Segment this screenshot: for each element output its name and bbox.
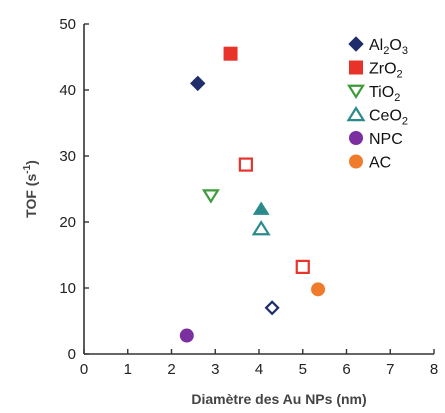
legend-label-tio2: TiO2 — [369, 84, 400, 104]
x-tick-label: 3 — [211, 361, 219, 378]
x-tick-label: 6 — [342, 361, 350, 378]
data-point-ceo2-open — [251, 220, 271, 236]
legend-marker-tio2 — [347, 84, 365, 100]
x-tick-label: 5 — [299, 361, 307, 378]
tick-labels: 0 1 2 3 4 5 6 7 8 0 10 20 30 40 50 — [59, 16, 438, 378]
data-point-ceo2-filled — [252, 201, 270, 215]
legend-marker-zro2 — [349, 60, 363, 75]
data-point-ac-filled — [311, 282, 326, 297]
y-axis-title-main: TOF (s — [23, 174, 39, 218]
y-axis-title-superscript: -1 — [22, 164, 33, 173]
legend-marker-ceo2 — [346, 106, 366, 122]
x-tick-label: 2 — [167, 361, 175, 378]
x-tick-label: 4 — [255, 361, 263, 378]
legend-label-zro2: ZrO2 — [369, 61, 403, 81]
y-axis-title: TOF (s-1) — [22, 160, 39, 218]
legend-label-ceo2: CeO2 — [369, 108, 408, 128]
x-tick-label: 1 — [124, 361, 132, 378]
y-tick-label: 40 — [59, 82, 76, 99]
data-point-al2o3-open — [264, 300, 280, 316]
legend: Al2O3 ZrO2 TiO2 CeO2 NPC AC — [346, 36, 408, 172]
x-tick-label: 0 — [80, 361, 88, 378]
data-point-zro2-open — [238, 157, 253, 172]
data-point-zro2-filled — [223, 46, 238, 61]
legend-marker-ac — [349, 154, 363, 169]
data-points — [179, 46, 326, 343]
legend-marker-npc — [349, 131, 363, 145]
x-tick-label: 8 — [430, 361, 438, 378]
data-point-zro2-open — [295, 259, 310, 274]
y-axis-title-end: ) — [23, 160, 39, 165]
legend-label-al2o3: Al2O3 — [369, 37, 408, 57]
y-tick-label: 50 — [59, 16, 76, 33]
x-tick-label: 7 — [386, 361, 394, 378]
x-axis-title: Diamètre des Au NPs (nm) — [191, 391, 366, 407]
y-tick-label: 10 — [59, 280, 76, 297]
data-point-tio2-open — [201, 189, 220, 204]
legend-label-ac: AC — [369, 155, 391, 172]
axes — [83, 23, 435, 355]
y-tick-label: 20 — [59, 214, 76, 231]
data-point-al2o3-filled — [190, 75, 206, 92]
legend-label-npc: NPC — [369, 131, 403, 148]
legend-marker-al2o3 — [348, 36, 364, 52]
data-point-npc-filled — [179, 328, 194, 343]
y-tick-label: 0 — [68, 346, 76, 363]
y-tick-label: 30 — [59, 148, 76, 165]
